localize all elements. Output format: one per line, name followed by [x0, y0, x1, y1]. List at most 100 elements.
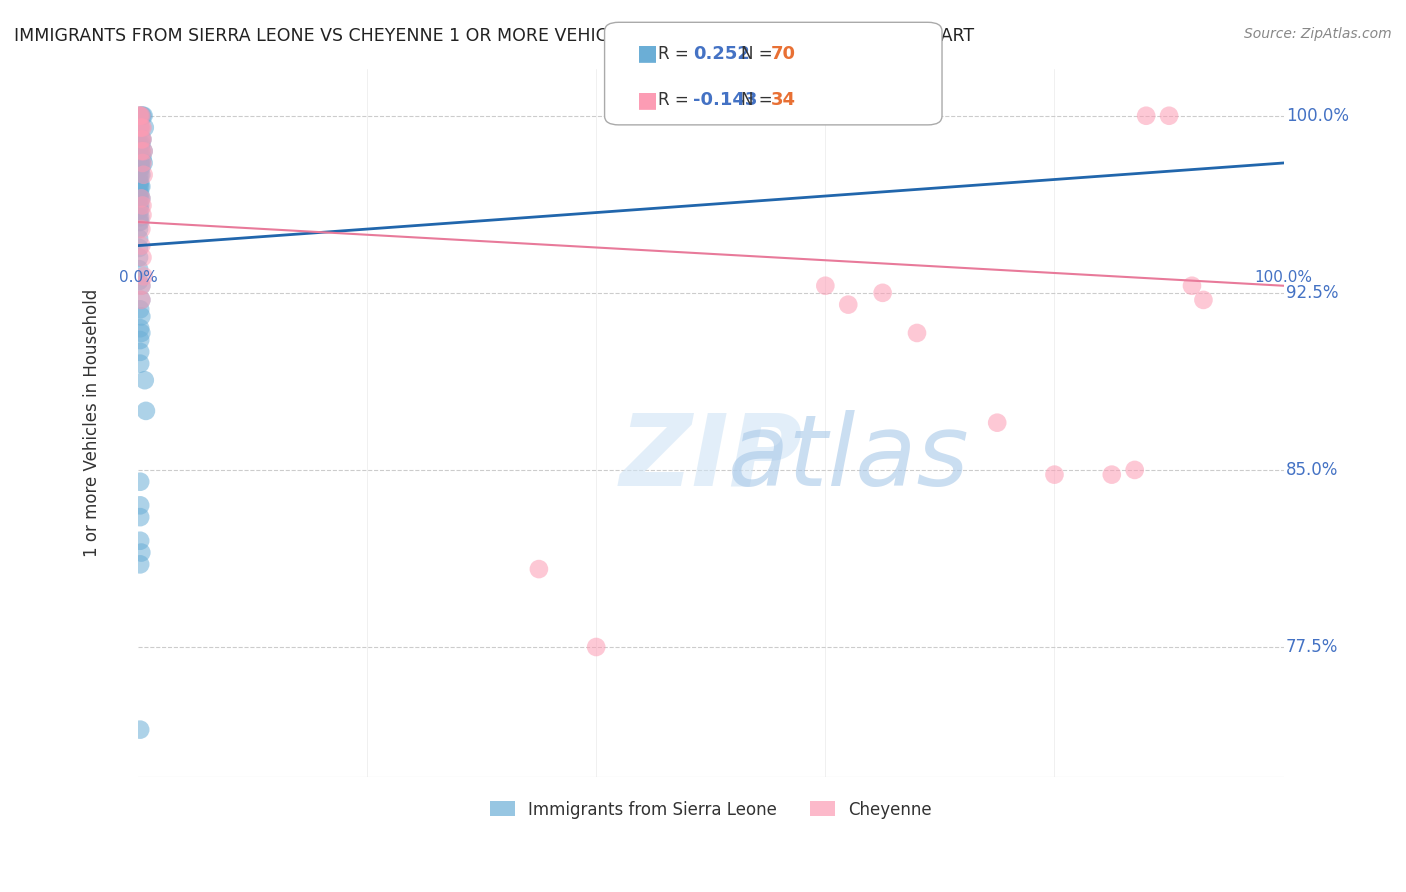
Text: 92.5%: 92.5%: [1286, 284, 1339, 301]
Point: [837, 298, 859, 312]
Point: [131, 151, 153, 165]
Point: [131, 310, 153, 324]
Point: [132, 109, 155, 123]
Point: [131, 179, 153, 194]
Point: [131, 326, 153, 340]
Point: [131, 293, 153, 307]
Text: 100.0%: 100.0%: [1286, 107, 1348, 125]
Point: [128, 203, 150, 218]
Point: [129, 475, 152, 489]
Point: [128, 241, 150, 255]
Point: [129, 161, 152, 175]
Point: [132, 144, 155, 158]
Text: -0.143: -0.143: [693, 91, 758, 109]
Text: 34: 34: [770, 91, 796, 109]
Point: [128, 109, 150, 123]
Point: [129, 198, 152, 212]
Point: [129, 109, 152, 123]
Point: [129, 156, 152, 170]
Point: [131, 238, 153, 252]
Point: [131, 156, 153, 170]
Legend: Immigrants from Sierra Leone, Cheyenne: Immigrants from Sierra Leone, Cheyenne: [482, 794, 939, 825]
Point: [1043, 467, 1066, 482]
Point: [129, 137, 152, 152]
Point: [128, 175, 150, 189]
Point: [128, 198, 150, 212]
Point: [129, 175, 152, 189]
Point: [986, 416, 1008, 430]
Point: [131, 120, 153, 135]
Point: [129, 211, 152, 225]
Point: [128, 179, 150, 194]
Text: Source: ZipAtlas.com: Source: ZipAtlas.com: [1244, 27, 1392, 41]
Text: N =: N =: [741, 91, 778, 109]
Point: [132, 144, 155, 158]
Point: [128, 231, 150, 245]
Point: [135, 404, 157, 418]
Point: [131, 278, 153, 293]
Point: [131, 109, 153, 123]
Point: [131, 222, 153, 236]
Point: [131, 208, 153, 222]
Point: [128, 251, 150, 265]
Point: [129, 723, 152, 737]
Text: R =: R =: [658, 45, 695, 62]
Text: R =: R =: [658, 91, 695, 109]
Point: [128, 211, 150, 225]
Point: [128, 137, 150, 152]
Point: [129, 179, 152, 194]
Point: [129, 333, 152, 347]
Point: [131, 120, 153, 135]
Point: [131, 168, 153, 182]
Point: [128, 186, 150, 201]
Text: 70: 70: [770, 45, 796, 62]
Point: [129, 357, 152, 371]
Point: [132, 156, 155, 170]
Point: [527, 562, 550, 576]
Point: [1157, 109, 1180, 123]
Text: 85.0%: 85.0%: [1286, 461, 1339, 479]
Point: [128, 144, 150, 158]
Point: [128, 161, 150, 175]
Text: 0.252: 0.252: [693, 45, 749, 62]
Point: [131, 545, 153, 559]
Point: [129, 510, 152, 524]
Point: [128, 109, 150, 123]
Point: [134, 120, 156, 135]
Point: [128, 168, 150, 182]
Text: IMMIGRANTS FROM SIERRA LEONE VS CHEYENNE 1 OR MORE VEHICLES IN HOUSEHOLD CORRELA: IMMIGRANTS FROM SIERRA LEONE VS CHEYENNE…: [14, 27, 974, 45]
Point: [1192, 293, 1215, 307]
Point: [131, 137, 153, 152]
Point: [129, 144, 152, 158]
Point: [129, 344, 152, 359]
Point: [131, 161, 153, 175]
Point: [129, 168, 152, 182]
Point: [129, 533, 152, 548]
Point: [131, 144, 153, 158]
Point: [132, 168, 155, 182]
Point: [129, 120, 152, 135]
Point: [131, 132, 153, 146]
Point: [131, 109, 153, 123]
Text: atlas: atlas: [727, 409, 969, 507]
Point: [131, 109, 153, 123]
Point: [1181, 278, 1204, 293]
Point: [1135, 109, 1157, 123]
Text: 0.0%: 0.0%: [118, 270, 157, 285]
Text: 77.5%: 77.5%: [1286, 638, 1339, 656]
Point: [905, 326, 928, 340]
Point: [131, 191, 153, 205]
Point: [872, 285, 894, 300]
Point: [131, 191, 153, 205]
Point: [128, 274, 150, 288]
Point: [128, 222, 150, 236]
Text: 1 or more Vehicles in Household: 1 or more Vehicles in Household: [83, 289, 101, 557]
Point: [129, 558, 152, 572]
Point: [128, 262, 150, 277]
Point: [128, 151, 150, 165]
Point: [128, 215, 150, 229]
Point: [1123, 463, 1146, 477]
Point: [129, 203, 152, 218]
Text: N =: N =: [741, 45, 778, 62]
Text: ■: ■: [637, 90, 658, 110]
